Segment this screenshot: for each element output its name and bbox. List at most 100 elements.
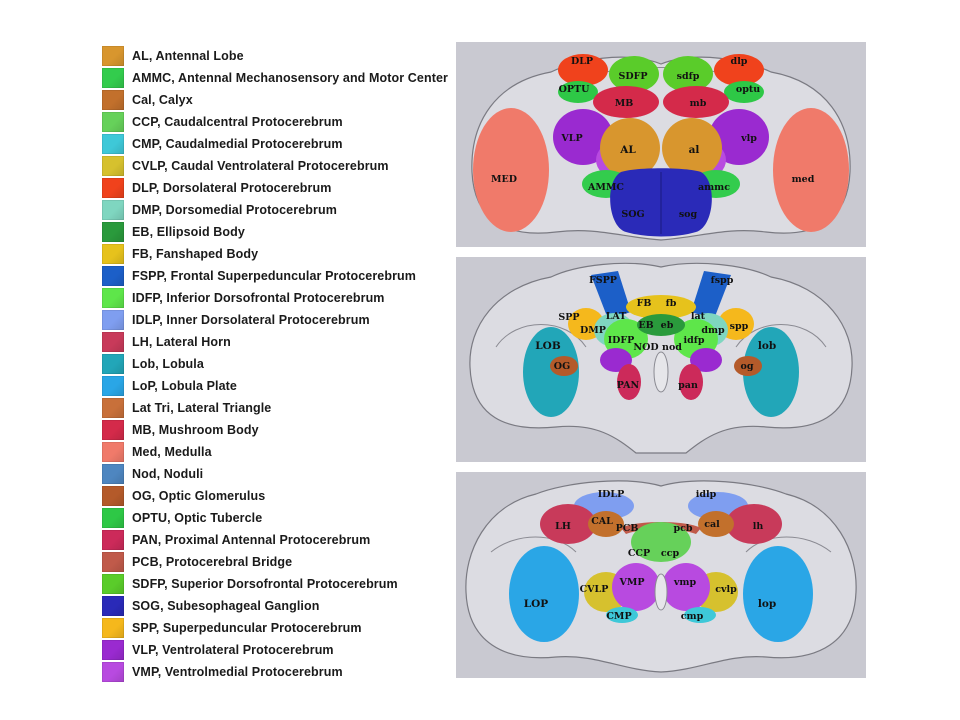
label-idlp-r: idlp bbox=[696, 489, 717, 500]
label-eb: EB bbox=[638, 320, 653, 331]
legend-swatch bbox=[102, 486, 124, 506]
label-pcb: PCB bbox=[616, 523, 639, 534]
label-vmp: VMP bbox=[618, 577, 644, 588]
legend-label: FB, Fanshaped Body bbox=[132, 247, 259, 261]
label-lat: LAT bbox=[606, 311, 627, 322]
legend-item: CVLP, Caudal Ventrolateral Protocerebrum bbox=[102, 155, 454, 177]
legend-item: FB, Fanshaped Body bbox=[102, 243, 454, 265]
label-ammc: AMMC bbox=[587, 182, 624, 193]
region-dlp-right bbox=[714, 54, 764, 86]
label-al-r: al bbox=[689, 144, 700, 156]
legend-item: SOG, Subesophageal Ganglion bbox=[102, 595, 454, 617]
label-sdfp: SDFP bbox=[619, 71, 648, 82]
legend-item: DLP, Dorsolateral Protocerebrum bbox=[102, 177, 454, 199]
region-cal-left bbox=[588, 511, 624, 537]
label-fb-r: fb bbox=[666, 298, 677, 309]
legend-item: AMMC, Antennal Mechanosensory and Motor … bbox=[102, 67, 454, 89]
region-al-left bbox=[600, 118, 660, 178]
region-al-right bbox=[662, 118, 722, 178]
legend-label: MB, Mushroom Body bbox=[132, 423, 259, 437]
legend-swatch bbox=[102, 552, 124, 572]
legend-label: SPP, Superpeduncular Protocerebrum bbox=[132, 621, 362, 635]
legend-label: OG, Optic Glomerulus bbox=[132, 489, 266, 503]
legend-item: MB, Mushroom Body bbox=[102, 419, 454, 441]
legend-swatch bbox=[102, 90, 124, 110]
legend-item: PCB, Protocerebral Bridge bbox=[102, 551, 454, 573]
legend-label: OPTU, Optic Tubercle bbox=[132, 511, 263, 525]
region-lh-left bbox=[540, 504, 596, 544]
legend-item: Med, Medulla bbox=[102, 441, 454, 463]
label-dlp-r: dlp bbox=[731, 56, 748, 67]
legend-label: CCP, Caudalcentral Protocerebrum bbox=[132, 115, 343, 129]
legend-swatch bbox=[102, 398, 124, 418]
legend-label: Lob, Lobula bbox=[132, 357, 204, 371]
region-pan-left bbox=[617, 364, 641, 400]
legend-item: EB, Ellipsoid Body bbox=[102, 221, 454, 243]
brain-panel-posterior: IDLP idlp LH lh CAL cal PCB pcb CCP ccp … bbox=[456, 472, 866, 678]
legend-label: PCB, Protocerebral Bridge bbox=[132, 555, 293, 569]
brain-posterior-svg: IDLP idlp LH lh CAL cal PCB pcb CCP ccp … bbox=[465, 480, 857, 673]
legend-swatch bbox=[102, 46, 124, 66]
legend-item: Lat Tri, Lateral Triangle bbox=[102, 397, 454, 419]
region-vlp-right bbox=[709, 109, 769, 165]
label-med: MED bbox=[491, 174, 517, 185]
legend-item: SDFP, Superior Dorsofrontal Protocerebru… bbox=[102, 573, 454, 595]
region-mb-right bbox=[663, 86, 729, 118]
label-nod-r: nod bbox=[662, 342, 682, 353]
label-lh: LH bbox=[555, 521, 571, 532]
label-cmp: CMP bbox=[606, 611, 631, 622]
legend-label: EB, Ellipsoid Body bbox=[132, 225, 245, 239]
legend-label: Med, Medulla bbox=[132, 445, 212, 459]
legend-label: CMP, Caudalmedial Protocerebrum bbox=[132, 137, 343, 151]
label-vmp-r: vmp bbox=[673, 577, 697, 588]
region-pan-right bbox=[679, 364, 703, 400]
legend-label: AMMC, Antennal Mechanosensory and Motor … bbox=[132, 71, 448, 85]
legend-label: DLP, Dorsolateral Protocerebrum bbox=[132, 181, 332, 195]
legend-swatch bbox=[102, 618, 124, 638]
legend-label: DMP, Dorsomedial Protocerebrum bbox=[132, 203, 337, 217]
label-dlp: DLP bbox=[571, 56, 593, 67]
legend-label: SDFP, Superior Dorsofrontal Protocerebru… bbox=[132, 577, 398, 591]
legend-item: Lob, Lobula bbox=[102, 353, 454, 375]
legend-label: LH, Lateral Horn bbox=[132, 335, 231, 349]
legend-item: FSPP, Frontal Superpeduncular Protocereb… bbox=[102, 265, 454, 287]
legend-label: SOG, Subesophageal Ganglion bbox=[132, 599, 320, 613]
region-og-left bbox=[550, 356, 578, 376]
label-sog: SOG bbox=[621, 209, 644, 220]
label-pan: PAN bbox=[617, 380, 640, 391]
label-pcb-r: pcb bbox=[673, 523, 692, 534]
legend-item: CCP, Caudalcentral Protocerebrum bbox=[102, 111, 454, 133]
label-ammc-r: ammc bbox=[698, 182, 730, 193]
label-idfp-r: idfp bbox=[684, 335, 705, 346]
label-lop-r: lop bbox=[758, 598, 776, 610]
legend-label: PAN, Proximal Antennal Protocerebrum bbox=[132, 533, 371, 547]
label-spp-r: spp bbox=[730, 321, 749, 332]
legend-swatch bbox=[102, 420, 124, 440]
legend-item: OG, Optic Glomerulus bbox=[102, 485, 454, 507]
region-lop-right bbox=[743, 546, 813, 642]
label-lh-r: lh bbox=[753, 521, 764, 532]
label-mb-r: mb bbox=[690, 98, 707, 109]
legend-swatch bbox=[102, 288, 124, 308]
label-spp: SPP bbox=[558, 312, 579, 323]
region-med-left bbox=[473, 108, 549, 232]
label-cvlp-r: cvlp bbox=[715, 584, 737, 595]
legend-swatch bbox=[102, 442, 124, 462]
label-cvlp: CVLP bbox=[580, 584, 609, 595]
legend-swatch bbox=[102, 464, 124, 484]
region-fspp-left bbox=[591, 271, 631, 319]
legend-swatch bbox=[102, 574, 124, 594]
legend-label: Lat Tri, Lateral Triangle bbox=[132, 401, 272, 415]
legend-swatch bbox=[102, 354, 124, 374]
region-lh-right bbox=[726, 504, 782, 544]
legend-swatch bbox=[102, 134, 124, 154]
legend-swatch bbox=[102, 178, 124, 198]
legend-swatch bbox=[102, 640, 124, 660]
legend-item: PAN, Proximal Antennal Protocerebrum bbox=[102, 529, 454, 551]
label-cal: CAL bbox=[591, 516, 613, 527]
brain-panel-anterior: DLP SDFP sdfp dlp OPTU optu MB mb VLP vl… bbox=[456, 42, 866, 247]
label-fspp-r: fspp bbox=[711, 275, 734, 286]
label-lop: LOP bbox=[524, 598, 549, 610]
legend-item: Nod, Noduli bbox=[102, 463, 454, 485]
legend-item: IDLP, Inner Dorsolateral Protocerebrum bbox=[102, 309, 454, 331]
